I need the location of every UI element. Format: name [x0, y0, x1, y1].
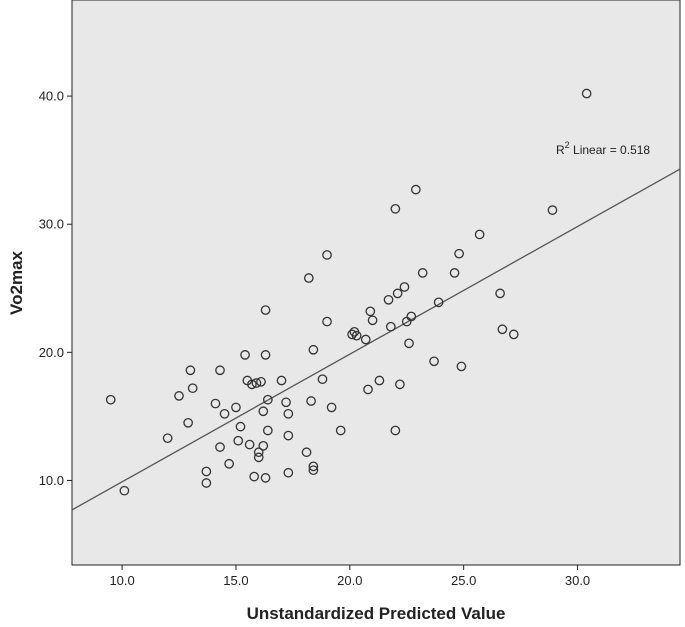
x-tick-label: 15.0 — [223, 573, 248, 588]
data-point — [201, 466, 212, 477]
y-axis-title: Vo2max — [7, 250, 26, 314]
data-point — [360, 334, 371, 345]
data-point — [283, 467, 294, 478]
data-point — [367, 315, 378, 326]
r-squared-superscript: 2 — [565, 140, 570, 150]
data-point — [260, 350, 271, 360]
data-point — [390, 425, 401, 436]
data-point — [224, 458, 234, 469]
data-point — [187, 383, 198, 394]
data-point — [183, 417, 193, 428]
data-point — [253, 447, 264, 458]
data-point — [283, 408, 294, 419]
data-point — [581, 88, 592, 99]
data-point — [404, 338, 414, 349]
data-point — [281, 397, 291, 408]
r-squared-value: Linear = 0.518 — [570, 143, 651, 157]
data-point — [262, 394, 273, 405]
data-point — [508, 329, 519, 340]
r-squared-prefix: R — [556, 143, 565, 157]
data-point — [383, 294, 394, 305]
x-tick-label: 25.0 — [451, 573, 476, 588]
data-point — [276, 375, 287, 386]
x-tick-label: 10.0 — [109, 573, 134, 588]
data-point — [240, 350, 250, 360]
data-point — [365, 306, 376, 317]
data-point — [308, 461, 319, 472]
data-point — [374, 375, 385, 386]
y-tick-label: 40.0 — [39, 89, 64, 104]
data-point — [215, 365, 225, 376]
data-point — [301, 447, 312, 458]
x-axis: 10.0 15.0 20.0 25.0 30.0 — [109, 565, 590, 588]
data-point — [119, 485, 130, 496]
data-point — [215, 442, 225, 452]
data-point — [411, 184, 421, 195]
data-point — [253, 452, 264, 463]
data-point — [433, 297, 444, 308]
data-point — [162, 433, 173, 444]
data-point — [497, 324, 508, 335]
y-axis: 10.0 20.0 30.0 40.0 — [39, 89, 72, 488]
data-point — [392, 288, 403, 299]
data-points — [105, 88, 592, 496]
data-point — [260, 473, 271, 483]
x-tick-label: 20.0 — [337, 573, 362, 588]
data-point — [454, 248, 464, 259]
data-point — [449, 268, 460, 278]
data-point — [210, 398, 221, 409]
x-axis-title: Unstandardized Predicted Value — [247, 604, 506, 623]
data-point — [417, 268, 428, 278]
data-point — [233, 435, 244, 446]
data-point — [105, 394, 116, 405]
data-point — [249, 471, 260, 482]
data-point — [495, 288, 505, 299]
data-point — [235, 421, 246, 432]
data-point — [251, 378, 262, 388]
r-squared-annotation: R2 Linear = 0.518 — [556, 140, 650, 157]
data-point — [283, 430, 294, 441]
plot-area — [71, 0, 681, 566]
data-point — [456, 361, 467, 372]
data-point — [306, 396, 316, 406]
y-tick-label: 30.0 — [39, 217, 64, 232]
data-point — [231, 402, 241, 413]
data-point — [322, 250, 332, 260]
data-point — [244, 439, 255, 450]
data-point — [258, 406, 269, 417]
data-point — [351, 330, 362, 341]
data-point — [308, 465, 319, 476]
regression-line — [71, 168, 681, 511]
data-point — [258, 441, 269, 451]
data-point — [322, 316, 332, 327]
data-point — [390, 203, 401, 214]
data-point — [406, 311, 417, 322]
data-point — [474, 229, 485, 240]
data-point — [308, 344, 319, 355]
data-point — [363, 384, 373, 395]
data-point — [260, 305, 271, 315]
data-point — [347, 329, 357, 340]
y-tick-label: 10.0 — [39, 473, 64, 488]
data-point — [201, 478, 212, 488]
y-tick-label: 20.0 — [39, 345, 64, 360]
data-point — [335, 425, 346, 436]
data-point — [262, 425, 273, 436]
data-point — [399, 282, 410, 292]
data-point — [326, 402, 337, 413]
data-point — [256, 376, 266, 387]
data-point — [185, 365, 196, 376]
data-point — [385, 321, 396, 332]
data-point — [395, 379, 405, 390]
data-point — [303, 273, 314, 283]
data-point — [247, 379, 257, 390]
x-tick-label: 30.0 — [565, 573, 590, 588]
data-point — [547, 205, 558, 215]
data-point — [429, 356, 439, 367]
data-point — [219, 408, 230, 419]
data-point — [317, 374, 328, 385]
data-point — [174, 391, 184, 401]
